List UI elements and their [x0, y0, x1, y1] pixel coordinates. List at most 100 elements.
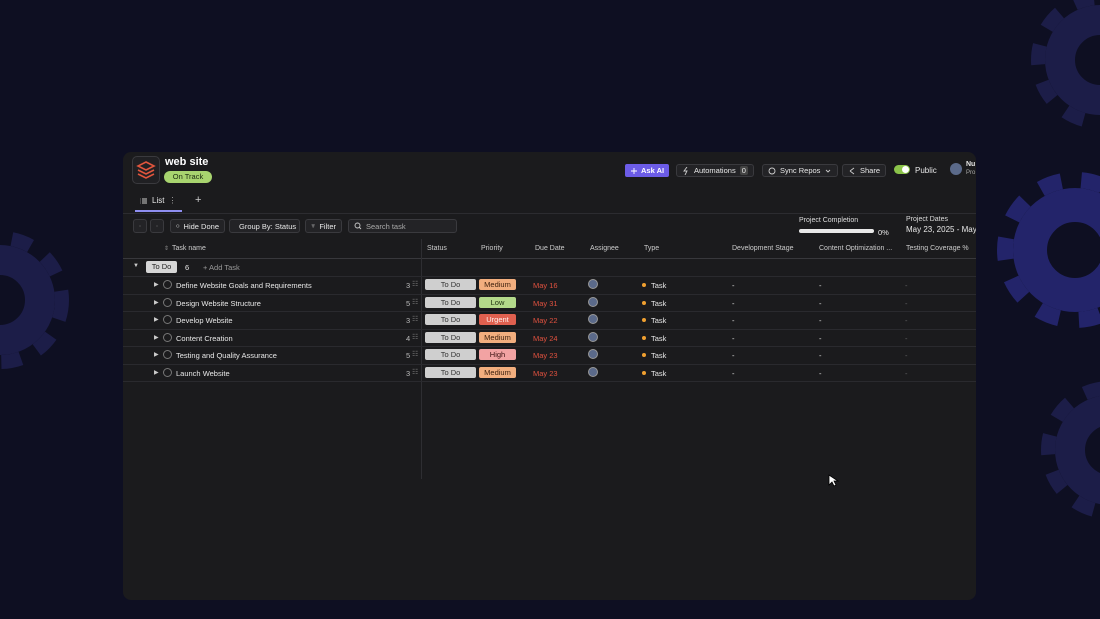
- testing-coverage[interactable]: -: [905, 368, 908, 378]
- assignee-avatar[interactable]: [588, 331, 598, 342]
- due-date[interactable]: May 16: [533, 281, 558, 290]
- development-stage[interactable]: -: [732, 298, 735, 308]
- development-stage[interactable]: -: [732, 368, 735, 378]
- column-header[interactable]: Testing Coverage %: [906, 245, 969, 252]
- development-stage[interactable]: -: [732, 316, 735, 325]
- status-pill[interactable]: To Do: [425, 296, 476, 308]
- content-optimization[interactable]: -: [819, 368, 822, 378]
- task-type[interactable]: Task: [651, 351, 667, 360]
- expand-caret[interactable]: ▶: [154, 352, 159, 358]
- assignee-avatar[interactable]: [588, 349, 598, 359]
- task-name[interactable]: Launch Website: [176, 368, 230, 378]
- task-name[interactable]: Testing and Quality Assurance: [176, 351, 277, 360]
- assignee-avatar[interactable]: [588, 366, 598, 377]
- expand-all[interactable]: [150, 219, 164, 233]
- assignee-avatar[interactable]: [588, 279, 598, 289]
- task-type[interactable]: Task: [651, 368, 667, 378]
- status-pill[interactable]: To Do: [425, 349, 476, 360]
- user-avatar[interactable]: [950, 163, 962, 175]
- column-header[interactable]: Development Stage: [732, 245, 794, 252]
- priority-pill[interactable]: Medium: [479, 366, 516, 378]
- complete-checkbox[interactable]: [163, 315, 172, 324]
- due-date[interactable]: May 31: [533, 298, 558, 308]
- sync-repos-button[interactable]: Sync Repos: [762, 164, 839, 177]
- status-pill[interactable]: To Do: [425, 331, 476, 343]
- automations-button[interactable]: Automations 0: [676, 164, 754, 177]
- content-optimization[interactable]: -: [819, 316, 822, 325]
- task-name[interactable]: Develop Website: [176, 316, 233, 325]
- filter[interactable]: Filter: [305, 219, 342, 233]
- column-header[interactable]: Assignee: [590, 245, 619, 252]
- group-pill[interactable]: To Do: [146, 261, 177, 273]
- row-divider: [123, 381, 976, 382]
- column-header[interactable]: Due Date: [535, 245, 565, 252]
- due-date[interactable]: May 24: [533, 333, 558, 343]
- complete-checkbox[interactable]: [163, 367, 172, 377]
- project-status[interactable]: On Track: [164, 171, 212, 183]
- testing-coverage[interactable]: -: [905, 298, 908, 308]
- public-toggle[interactable]: [894, 165, 910, 174]
- task-type[interactable]: Task: [651, 281, 667, 290]
- column-header[interactable]: Type: [644, 245, 660, 252]
- column-header[interactable]: Status: [427, 245, 447, 252]
- column-header[interactable]: Task name: [172, 245, 206, 252]
- development-stage[interactable]: -: [732, 333, 735, 343]
- testing-coverage[interactable]: -: [905, 316, 908, 325]
- status-pill[interactable]: To Do: [425, 366, 476, 378]
- content-optimization[interactable]: -: [819, 351, 822, 360]
- content-optimization[interactable]: -: [819, 333, 822, 343]
- task-type[interactable]: Task: [651, 298, 667, 308]
- complete-checkbox[interactable]: [163, 350, 172, 359]
- assignee-avatar[interactable]: [588, 314, 598, 324]
- priority-pill[interactable]: Low: [479, 296, 516, 308]
- testing-coverage[interactable]: -: [905, 333, 908, 343]
- collapse-all[interactable]: [133, 219, 147, 233]
- tab-label: List: [152, 196, 165, 205]
- project-title[interactable]: web site: [165, 156, 209, 168]
- complete-checkbox[interactable]: [163, 280, 172, 289]
- ask-ai-button[interactable]: Ask AI: [625, 164, 670, 177]
- task-type[interactable]: Task: [651, 333, 667, 343]
- priority-pill[interactable]: Urgent: [479, 314, 516, 325]
- testing-coverage[interactable]: -: [905, 281, 908, 290]
- status-pill[interactable]: To Do: [425, 279, 476, 290]
- expand-caret[interactable]: ▶: [154, 317, 159, 323]
- expand-caret[interactable]: ▶: [154, 299, 159, 306]
- content-optimization[interactable]: -: [819, 298, 822, 308]
- add-tab-button[interactable]: +: [195, 194, 202, 206]
- due-date[interactable]: May 22: [533, 316, 558, 325]
- hide-done[interactable]: Hide Done: [170, 219, 225, 233]
- status-pill[interactable]: To Do: [425, 314, 476, 325]
- due-date[interactable]: May 23: [533, 351, 558, 360]
- column-header[interactable]: Priority: [481, 245, 503, 252]
- assignee-avatar[interactable]: [588, 296, 598, 307]
- expand-caret[interactable]: ▶: [154, 334, 159, 341]
- task-name[interactable]: Define Website Goals and Requirements: [176, 281, 312, 290]
- add-task[interactable]: + Add Task: [203, 263, 240, 272]
- group-by[interactable]: Group By: Status: [229, 219, 300, 233]
- task-name[interactable]: Content Creation: [176, 333, 233, 343]
- priority-pill[interactable]: Medium: [479, 279, 516, 290]
- priority-pill[interactable]: Medium: [479, 331, 516, 343]
- task-type[interactable]: Task: [651, 316, 667, 325]
- development-stage[interactable]: -: [732, 351, 735, 360]
- group-caret[interactable]: ▼: [133, 263, 139, 269]
- due-date[interactable]: May 23: [533, 368, 558, 378]
- task-name[interactable]: Design Website Structure: [176, 298, 261, 308]
- row-divider: [123, 328, 976, 330]
- project-logo[interactable]: [132, 156, 160, 184]
- development-stage[interactable]: -: [732, 281, 735, 290]
- user-name: Nu: [966, 161, 976, 168]
- complete-checkbox[interactable]: [163, 297, 172, 307]
- priority-pill[interactable]: High: [479, 349, 516, 360]
- share-button[interactable]: Share: [842, 164, 887, 177]
- column-header[interactable]: Content Optimization ...: [819, 245, 893, 252]
- row-divider: [123, 311, 976, 312]
- search[interactable]: Search task: [348, 219, 457, 233]
- expand-caret[interactable]: ▶: [154, 282, 159, 288]
- complete-checkbox[interactable]: [163, 332, 172, 342]
- expand-caret[interactable]: ▶: [154, 369, 159, 376]
- testing-coverage[interactable]: -: [905, 351, 908, 360]
- list-tab[interactable]: List ⋮: [140, 196, 176, 205]
- content-optimization[interactable]: -: [819, 281, 822, 290]
